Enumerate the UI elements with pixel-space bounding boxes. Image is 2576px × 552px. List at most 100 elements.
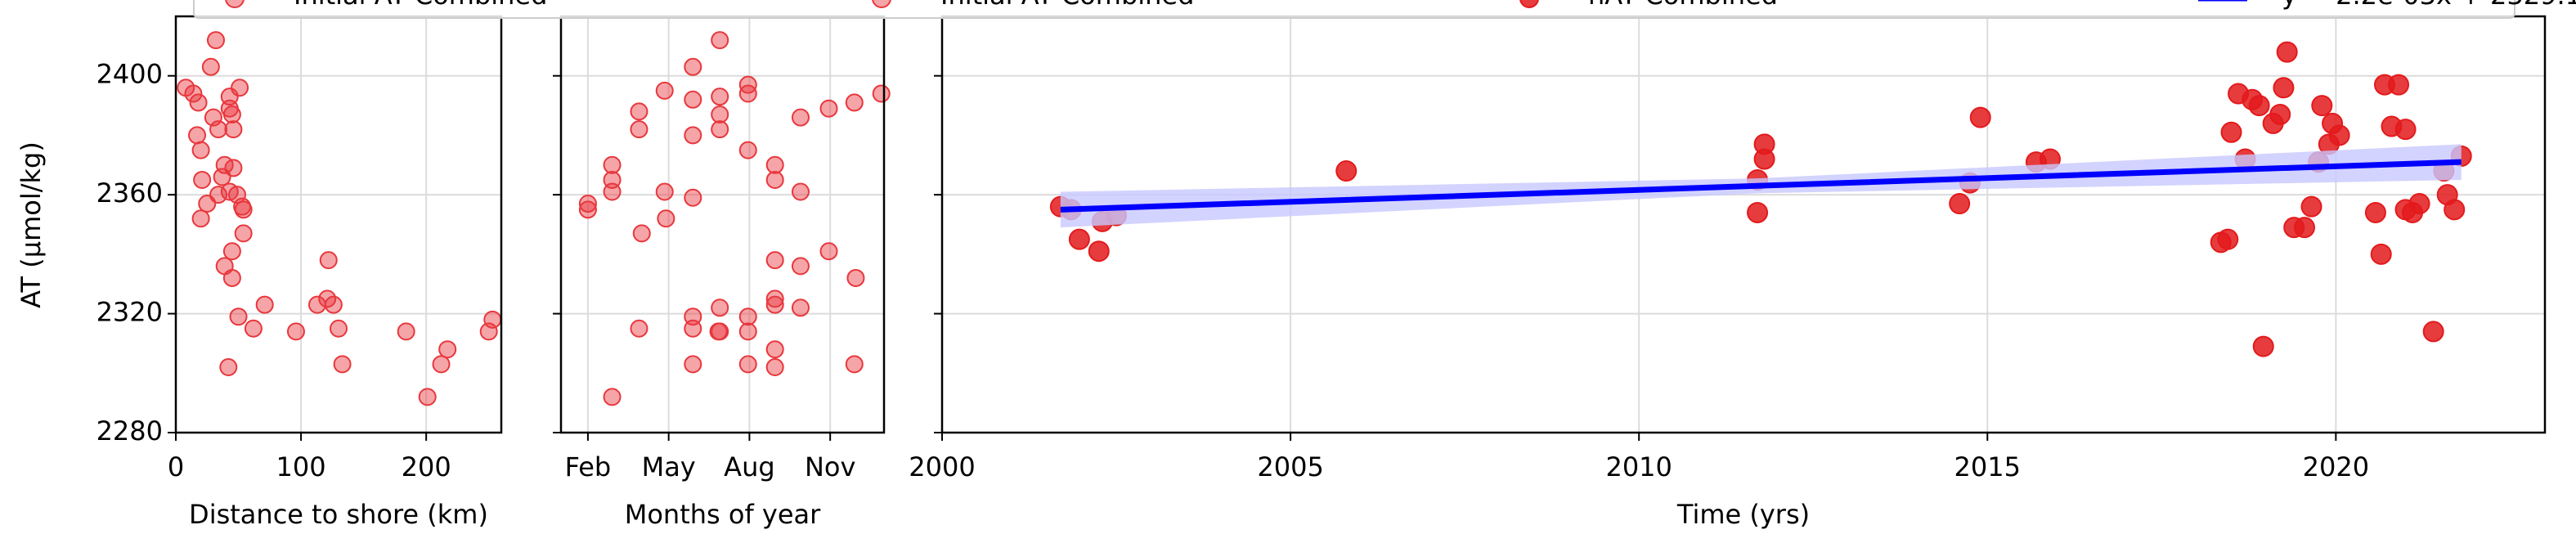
point [206,31,225,50]
point [845,93,864,112]
point [684,319,702,338]
x-axis-label: Distance to shore (km) [189,499,488,530]
point [819,242,838,261]
point [219,358,238,377]
point [711,298,729,317]
point [222,268,241,287]
point [222,105,241,123]
point [201,57,220,76]
point [765,251,784,270]
point [234,224,253,243]
point [765,170,784,189]
point [603,182,622,201]
point [438,340,457,359]
point [1969,106,1991,128]
point [2269,103,2291,125]
point [791,182,810,201]
x-tick-label: 2010 [1605,451,1672,482]
point [2394,119,2417,141]
point [684,355,702,374]
point [1747,201,1769,223]
y-axis-label: AT (μmol/kg) [16,141,47,308]
point [209,120,228,139]
point [603,388,622,406]
x-axis-label: Time (yrs) [1676,499,1810,530]
point [193,170,212,189]
point [2273,77,2295,99]
point [791,298,810,317]
point [765,295,784,314]
point [738,322,757,341]
point [738,141,757,159]
point [330,319,348,338]
point [684,126,702,145]
x-tick-label: Feb [565,451,612,482]
legend-label: Initial AT Combined [294,0,547,11]
x-tick-label: 2015 [1954,451,2021,482]
point [632,224,651,243]
point [603,155,622,174]
point [234,200,253,219]
point [711,120,729,139]
point [1335,160,1358,182]
point [1753,148,1775,170]
point [765,289,784,308]
point [630,120,648,139]
point [1088,240,1110,263]
x-tick-label: Aug [724,451,774,482]
point [630,102,648,121]
legend-label: Initial AT Combined [940,0,1194,11]
point [483,310,502,329]
point [2217,228,2239,250]
x-tick-label: 200 [402,451,451,482]
x-axis-label: Months of year [625,499,821,530]
point [2294,217,2315,239]
point [711,322,729,341]
point [630,319,648,338]
point [2408,193,2430,215]
point [2364,201,2386,223]
point [655,81,674,100]
point [578,195,597,213]
point [765,340,784,359]
point [2220,121,2242,143]
x-tick-label: Nov [805,451,855,482]
point [2252,335,2274,357]
point [872,84,891,103]
point [2276,41,2298,63]
point [711,88,729,106]
point [231,79,249,97]
legend-marker [872,0,891,8]
fit-line [1060,159,2462,213]
point [222,242,241,261]
point [224,159,243,177]
point [191,141,210,159]
legend-marker [225,0,245,8]
point [738,307,757,326]
y-tick-label: 2280 [96,415,163,447]
point [224,120,243,139]
point [765,155,784,174]
point [2370,243,2392,265]
point [1949,193,1971,215]
point [191,209,210,228]
y-tick-label: 2400 [96,59,163,90]
point [418,388,437,406]
point [711,31,729,50]
point [244,319,263,338]
point [397,322,415,341]
point [2388,74,2410,96]
point [2444,199,2466,221]
y-tick-label: 2360 [96,177,163,209]
point [738,84,757,103]
point [286,322,305,341]
legend-marker [1519,0,1539,8]
point [684,188,702,207]
point [2328,124,2350,146]
legend-label: y = 2.2e-03x + 2329.1 [2282,0,2576,11]
point [657,209,675,228]
point [2422,321,2444,343]
x-tick-label: 100 [276,451,326,482]
point [432,355,451,374]
